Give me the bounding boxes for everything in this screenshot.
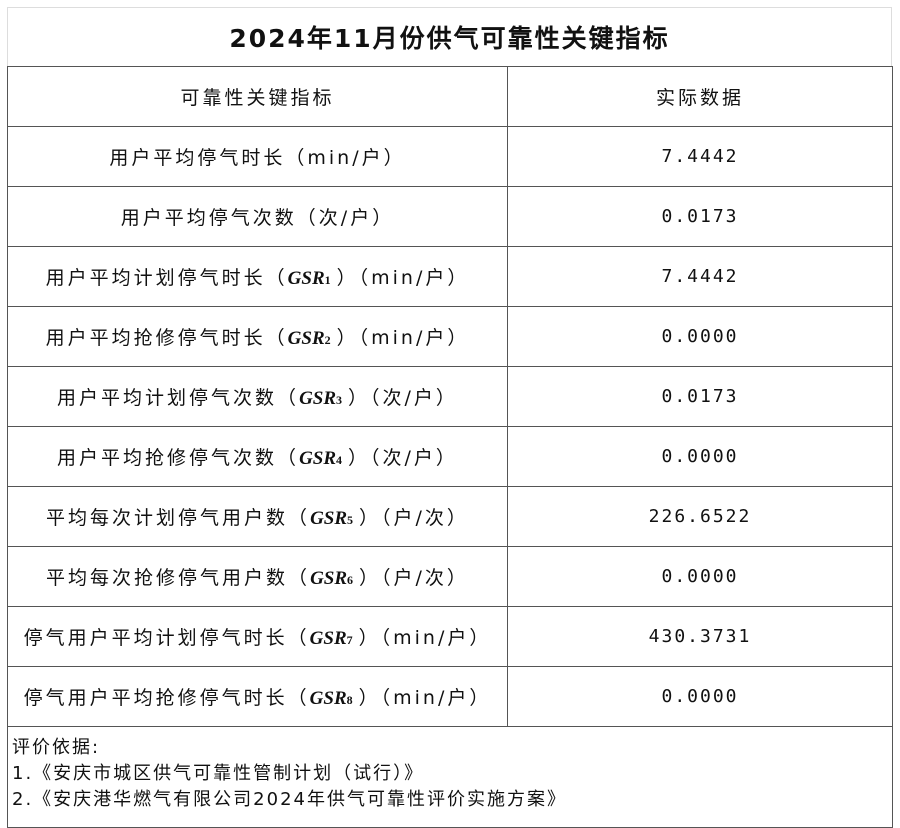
table-row: 用户平均计划停气时长（GSR1 ）（min/户） 7.4442 [7, 246, 893, 307]
indicator-label: 用户平均抢修停气次数（GSR4 ）（次/户） [7, 426, 508, 487]
indicator-label: 停气用户平均计划停气时长（GSR7 ）（min/户） [7, 606, 508, 667]
indicator-value: 0.0173 [507, 186, 893, 247]
gsr-subscript: 1 [324, 273, 334, 287]
label-prefix: 停气用户平均计划停气时长（ [23, 627, 310, 649]
indicator-value: 0.0000 [507, 426, 893, 487]
gsr-subscript: 7 [346, 633, 356, 647]
label-prefix: 用户平均抢修停气时长（ [45, 327, 288, 349]
gsr-symbol: GSR [309, 628, 347, 649]
gsr-subscript: 2 [324, 333, 334, 347]
header-indicator: 可靠性关键指标 [7, 66, 508, 127]
indicator-label: 用户平均计划停气次数（GSR3 ）（次/户） [7, 366, 508, 427]
gsr-symbol: GSR [299, 388, 337, 409]
indicator-label: 用户平均停气时长（min/户） [7, 126, 508, 187]
label-suffix: ）（min/户） [336, 327, 470, 349]
indicator-label: 平均每次计划停气用户数（GSR5 ）（户/次） [7, 486, 508, 547]
gsr-symbol: GSR [287, 268, 325, 289]
indicator-value: 226.6522 [507, 486, 893, 547]
indicator-value: 0.0000 [507, 666, 893, 727]
label-suffix: ）（次/户） [348, 447, 458, 469]
footer-row: 评价依据: 1.《安庆市城区供气可靠性管制计划（试行）》 2.《安庆港华燃气有限公司… [7, 726, 893, 828]
table-row: 用户平均抢修停气次数（GSR4 ）（次/户） 0.0000 [7, 426, 893, 487]
indicator-value: 0.0000 [507, 306, 893, 367]
table-row: 用户平均计划停气次数（GSR3 ）（次/户） 0.0173 [7, 366, 893, 427]
basis-heading: 评价依据: [12, 737, 101, 758]
label-suffix: ）（min/户） [336, 267, 470, 289]
table-row: 停气用户平均抢修停气时长（GSR8 ）（min/户） 0.0000 [7, 666, 893, 727]
table-row: 平均每次抢修停气用户数（GSR6 ）（户/次） 0.0000 [7, 546, 893, 607]
header-actual-data: 实际数据 [507, 66, 893, 127]
gsr-symbol: GSR [310, 508, 348, 529]
label-prefix: 用户平均停气时长（min/户） [109, 147, 406, 169]
indicator-value: 430.3731 [507, 606, 893, 667]
label-suffix: ）（次/户） [348, 387, 458, 409]
indicator-value: 0.0000 [507, 546, 893, 607]
label-suffix: ）（min/户） [358, 687, 492, 709]
label-prefix: 停气用户平均抢修停气时长（ [23, 687, 310, 709]
gsr-symbol: GSR [287, 328, 325, 349]
label-prefix: 用户平均抢修停气次数（ [57, 447, 300, 469]
label-prefix: 平均每次抢修停气用户数（ [46, 567, 311, 589]
basis-item: 2.《安庆港华燃气有限公司2024年供气可靠性评价实施方案》 [12, 789, 567, 810]
label-suffix: ）（min/户） [358, 627, 492, 649]
gsr-symbol: GSR [299, 448, 337, 469]
label-prefix: 用户平均计划停气时长（ [45, 267, 288, 289]
indicator-value: 7.4442 [507, 246, 893, 307]
indicator-label: 用户平均停气次数（次/户） [7, 186, 508, 247]
gsr-subscript: 4 [336, 453, 346, 467]
table-header: 可靠性关键指标 实际数据 [7, 66, 893, 127]
indicator-value: 7.4442 [507, 126, 893, 187]
table-row: 用户平均抢修停气时长（GSR2 ）（min/户） 0.0000 [7, 306, 893, 367]
label-suffix: ）（户/次） [359, 507, 469, 529]
gsr-symbol: GSR [309, 688, 347, 709]
label-prefix: 平均每次计划停气用户数（ [46, 507, 311, 529]
table-row: 用户平均停气次数（次/户） 0.0173 [7, 186, 893, 247]
indicator-label: 用户平均计划停气时长（GSR1 ）（min/户） [7, 246, 508, 307]
label-suffix: ）（户/次） [359, 567, 469, 589]
page-title: 2024年11月份供气可靠性关键指标 [7, 7, 892, 66]
gsr-subscript: 5 [347, 513, 357, 527]
gsr-symbol: GSR [310, 568, 348, 589]
gsr-subscript: 3 [336, 393, 346, 407]
basis-item: 1.《安庆市城区供气可靠性管制计划（试行）》 [12, 763, 425, 784]
gsr-subscript: 8 [346, 693, 356, 707]
indicator-value: 0.0173 [507, 366, 893, 427]
table-row: 平均每次计划停气用户数（GSR5 ）（户/次） 226.6522 [7, 486, 893, 547]
table-row: 用户平均停气时长（min/户） 7.4442 [7, 126, 893, 187]
evaluation-basis: 评价依据: 1.《安庆市城区供气可靠性管制计划（试行）》 2.《安庆港华燃气有限公司… [7, 726, 893, 828]
indicator-label: 用户平均抢修停气时长（GSR2 ）（min/户） [7, 306, 508, 367]
label-prefix: 用户平均计划停气次数（ [57, 387, 300, 409]
gsr-subscript: 6 [347, 573, 357, 587]
table-row: 停气用户平均计划停气时长（GSR7 ）（min/户） 430.3731 [7, 606, 893, 667]
label-prefix: 用户平均停气次数（次/户） [120, 207, 395, 229]
indicator-label: 平均每次抢修停气用户数（GSR6 ）（户/次） [7, 546, 508, 607]
reliability-table: 可靠性关键指标 实际数据 用户平均停气时长（min/户） 7.4442 用户平均停气… [7, 66, 893, 828]
indicator-label: 停气用户平均抢修停气时长（GSR8 ）（min/户） [7, 666, 508, 727]
